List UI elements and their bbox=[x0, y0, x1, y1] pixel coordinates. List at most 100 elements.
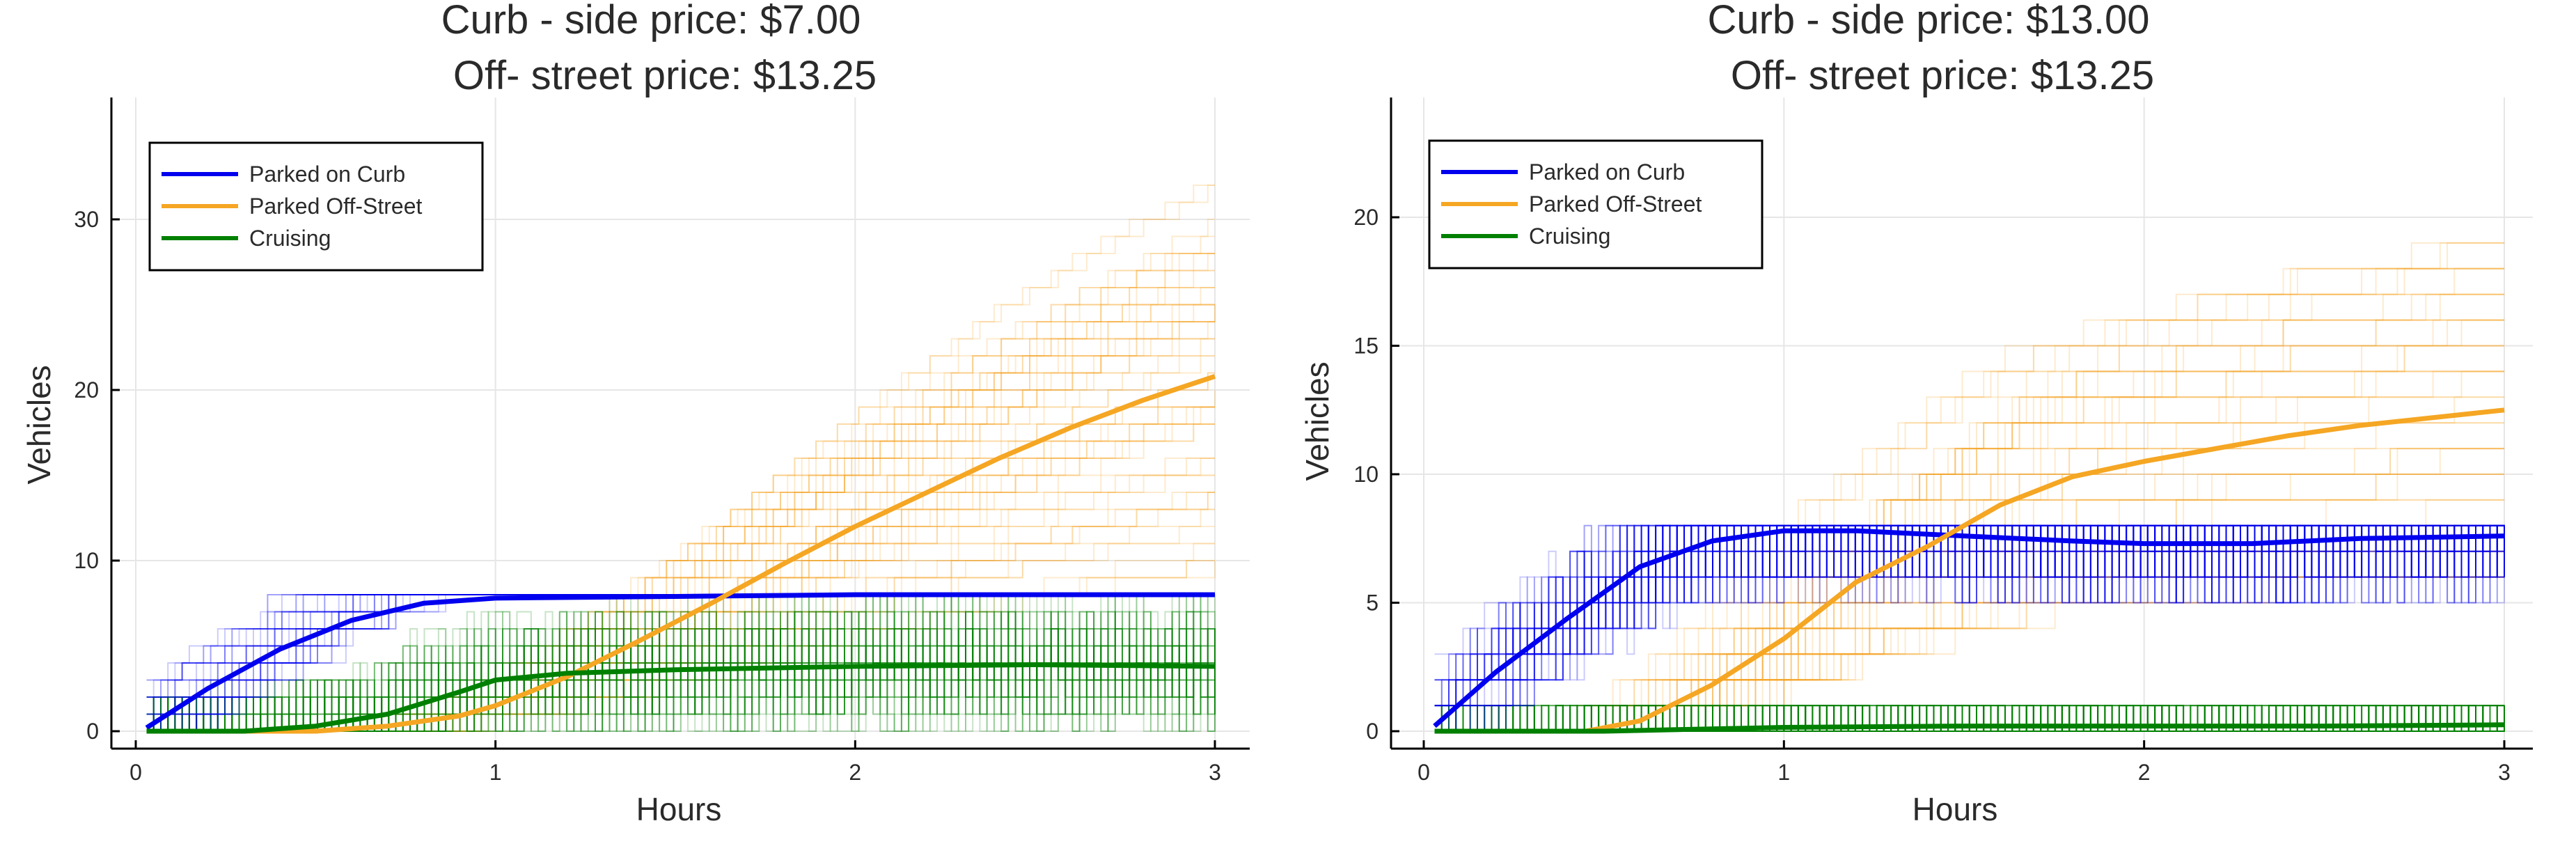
offstreet-simulation-trace bbox=[146, 304, 1215, 732]
curb-simulation-trace bbox=[1434, 524, 2505, 732]
curb-simulation-trace bbox=[1434, 524, 2505, 732]
cruising-simulation-trace bbox=[146, 645, 1216, 732]
curb-simulation-trace bbox=[1434, 524, 2505, 707]
cruising-simulation-trace bbox=[1434, 705, 2505, 732]
offstreet-simulation-trace bbox=[146, 355, 1215, 732]
cruising-simulation-trace bbox=[146, 645, 1216, 732]
chart-title-right: Curb - side price: $13.00 bbox=[1707, 0, 2149, 42]
series-line-curb bbox=[145, 592, 1215, 731]
legend-label-cruising-left: Cruising bbox=[249, 226, 331, 251]
cruising-simulation-trace bbox=[1434, 705, 2504, 732]
y-tick-label: 30 bbox=[74, 207, 99, 232]
offstreet-simulation-trace bbox=[146, 287, 1215, 732]
offstreet-simulation-trace bbox=[146, 235, 1215, 732]
curb-simulation-trace bbox=[1434, 524, 2505, 732]
chart-subtitle-right: Off- street price: $13.25 bbox=[1731, 53, 2154, 98]
offstreet-simulation-trace bbox=[146, 185, 1215, 732]
curb-simulation-trace bbox=[1434, 524, 2504, 707]
offstreet-simulation-trace bbox=[146, 338, 1215, 732]
offstreet-simulation-trace bbox=[146, 304, 1215, 732]
axes-right bbox=[1390, 97, 2533, 750]
offstreet-simulation-trace bbox=[146, 270, 1215, 732]
curb-simulation-trace bbox=[1434, 524, 2504, 655]
cruising-simulation-trace bbox=[146, 628, 1216, 732]
offstreet-simulation-trace bbox=[1434, 267, 2504, 732]
offstreet-simulation-trace bbox=[1434, 499, 2504, 732]
series-line-curb bbox=[1433, 528, 2505, 728]
cruising-simulation-trace bbox=[146, 611, 1216, 732]
offstreet-simulation-trace bbox=[146, 321, 1215, 732]
x-axis-label-left: Hours bbox=[636, 791, 722, 827]
curb-simulation-trace bbox=[1434, 524, 2505, 707]
y-axis-label-left: Vehicles bbox=[21, 365, 57, 484]
cruising-simulation-trace bbox=[1434, 705, 2505, 732]
curb-simulation-trace bbox=[1434, 524, 2504, 707]
legend-label-cruising-right: Cruising bbox=[1529, 224, 1610, 249]
curb-simulation-trace bbox=[1434, 524, 2504, 707]
offstreet-simulation-trace bbox=[1434, 422, 2504, 732]
offstreet-simulation-trace bbox=[146, 253, 1215, 732]
y-tick-label: 0 bbox=[86, 719, 99, 744]
x-axis-label-right: Hours bbox=[1913, 791, 1998, 827]
offstreet-simulation-trace bbox=[1434, 242, 2504, 732]
y-tick-label: 15 bbox=[1353, 334, 1379, 359]
offstreet-simulation-trace bbox=[1434, 448, 2504, 732]
curb-simulation-trace bbox=[1434, 524, 2505, 732]
offstreet-simulation-trace bbox=[1434, 242, 2504, 732]
cruising-simulation-trace bbox=[146, 611, 1216, 732]
chart-title-left: Curb - side price: $7.00 bbox=[441, 0, 861, 42]
curb-simulation-trace bbox=[1434, 524, 2504, 707]
offstreet-simulation-trace bbox=[146, 253, 1215, 732]
offstreet-simulation-trace bbox=[146, 287, 1215, 732]
cruising-simulation-trace bbox=[146, 645, 1216, 732]
offstreet-simulation-trace bbox=[146, 219, 1215, 732]
x-tick-label: 0 bbox=[129, 760, 142, 785]
cruising-simulation-trace bbox=[1434, 705, 2505, 732]
curb-simulation-trace bbox=[1434, 524, 2505, 732]
cruising-simulation-trace bbox=[1434, 705, 2504, 732]
curb-simulation-trace bbox=[1434, 524, 2504, 707]
cruising-simulation-trace bbox=[1434, 705, 2505, 732]
cruising-simulation-trace bbox=[1434, 705, 2504, 732]
offstreet-simulation-trace bbox=[1434, 448, 2504, 732]
x-tick-label: 2 bbox=[2138, 760, 2151, 785]
legend-label-curb-left: Parked on Curb bbox=[249, 162, 405, 187]
offstreet-simulation-trace bbox=[146, 355, 1215, 732]
curb-simulation-trace bbox=[1434, 524, 2505, 681]
x-tick-label: 3 bbox=[1209, 760, 1221, 785]
offstreet-simulation-trace bbox=[1434, 499, 2504, 732]
cruising-simulation-trace bbox=[146, 628, 1216, 732]
chart-subtitle-left: Off- street price: $13.25 bbox=[453, 53, 877, 98]
curb-simulation-trace bbox=[1434, 524, 2505, 732]
legend-label-curb-right: Parked on Curb bbox=[1529, 159, 1685, 185]
curb-simulation-trace bbox=[1434, 524, 2504, 732]
cruising-simulation-trace bbox=[1434, 705, 2504, 732]
cruising-simulation-trace bbox=[1434, 705, 2505, 732]
curb-simulation-trace bbox=[1434, 524, 2504, 732]
ticks-right: 0 1 2 3 0 5 10 15 20 bbox=[1353, 205, 2510, 785]
cruising-simulation-trace bbox=[1434, 705, 2504, 732]
cruising-simulation-trace bbox=[1434, 705, 2505, 732]
offstreet-simulation-trace bbox=[1434, 293, 2504, 732]
offstreet-simulation-trace bbox=[146, 304, 1215, 732]
axes-left bbox=[110, 97, 1250, 750]
legend-left: Parked on Curb Parked Off-Street Cruisin… bbox=[148, 141, 484, 272]
offstreet-simulation-trace bbox=[146, 253, 1215, 732]
curb-simulation-trace bbox=[1434, 524, 2505, 732]
offstreet-simulation-trace bbox=[1434, 396, 2504, 732]
cruising-simulation-trace bbox=[146, 594, 1216, 732]
offstreet-simulation-trace bbox=[146, 270, 1215, 732]
panel-right: 0 1 2 3 0 5 10 15 20 Curb - side price: $13.00 O… bbox=[1299, 0, 2533, 827]
y-tick-label: 10 bbox=[1353, 462, 1379, 487]
mean-lines-left bbox=[145, 374, 1216, 734]
cruising-simulation-trace bbox=[146, 594, 1215, 732]
cruising-simulation-trace bbox=[146, 628, 1216, 732]
series-line-cruising bbox=[146, 662, 1216, 734]
mean-lines-right bbox=[1433, 407, 2505, 734]
curb-simulation-trace bbox=[1434, 524, 2505, 732]
x-tick-label: 2 bbox=[849, 760, 861, 785]
cruising-simulation-trace bbox=[146, 611, 1215, 732]
curb-simulation-trace bbox=[1434, 524, 2504, 732]
